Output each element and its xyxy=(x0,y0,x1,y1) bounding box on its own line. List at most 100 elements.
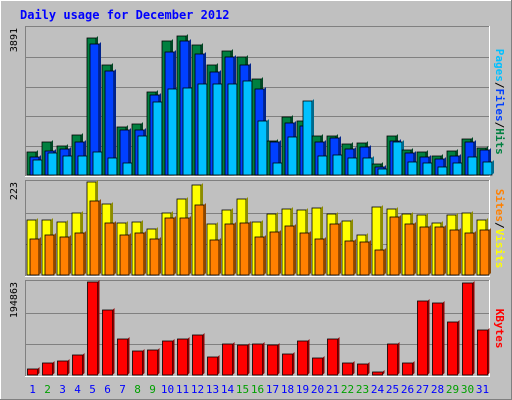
bar-visits-sites-day-1 xyxy=(29,237,41,276)
bar-kbytes-kbytes-day-1 xyxy=(27,367,40,376)
bar-kbytes-kbytes-day-27-side xyxy=(427,299,430,375)
bar-kbytes-kbytes-day-7-fill xyxy=(117,338,128,376)
legend-item-3: / xyxy=(493,122,506,129)
bar-kbytes-kbytes-day-28 xyxy=(432,301,445,376)
bar-visits-sites-day-21 xyxy=(329,222,341,276)
bar-kbytes-kbytes-day-20 xyxy=(312,356,325,376)
bar-requests-pages-day-11-fill xyxy=(182,87,193,176)
bar-visits-sites-day-4-side xyxy=(84,231,86,275)
x-tick-label: 1 xyxy=(29,383,36,396)
bar-kbytes-kbytes-day-15 xyxy=(237,343,250,376)
bar-requests-pages-day-16-fill xyxy=(257,120,268,176)
bar-kbytes-kbytes-day-8 xyxy=(132,349,145,376)
bar-kbytes-kbytes-day-22 xyxy=(342,361,355,376)
bar-kbytes-kbytes-day-5 xyxy=(87,280,100,376)
bar-kbytes-kbytes-day-20-side xyxy=(322,356,325,375)
bar-visits-sites-day-17-side xyxy=(279,230,281,275)
bar-visits-sites-day-30-fill xyxy=(464,232,475,276)
bar-kbytes-kbytes-day-13-fill xyxy=(207,356,218,376)
x-axis-labels: 1 2 3 4 5 6 7 8 9 10 11 12 13 14 15 16 17 18 19 20 21 22 23 24 2… xyxy=(29,383,489,396)
bar-kbytes-kbytes-day-28-fill xyxy=(432,302,443,376)
panel-kbytes-legend: KBytes xyxy=(493,309,506,349)
bar-requests-pages-day-14-fill xyxy=(227,83,238,176)
bar-visits-sites-day-11-side xyxy=(189,216,191,275)
x-tick-label: 8 xyxy=(134,383,141,396)
panel-requests-max-label: 3891 xyxy=(9,28,20,52)
bar-kbytes-kbytes-day-24 xyxy=(372,370,385,376)
bar-kbytes-kbytes-day-30-fill xyxy=(462,282,473,376)
bar-visits-sites-day-23-fill xyxy=(359,241,370,276)
bar-kbytes-kbytes-day-4 xyxy=(72,353,85,376)
bar-visits-sites-day-27 xyxy=(419,225,431,276)
bar-kbytes-kbytes-day-27-fill xyxy=(417,300,428,376)
bar-visits-sites-day-19-side xyxy=(309,231,311,275)
bar-kbytes-kbytes-day-29-side xyxy=(457,320,460,375)
bar-kbytes-kbytes-day-1-side xyxy=(37,367,40,375)
bar-kbytes-kbytes-day-23-fill xyxy=(357,363,368,376)
bar-visits-sites-day-12 xyxy=(194,203,206,276)
bar-kbytes-kbytes-day-9-side xyxy=(157,348,160,375)
bar-visits-sites-day-28-side xyxy=(444,225,446,275)
bar-kbytes-kbytes-day-30 xyxy=(462,281,475,376)
bar-requests-pages-day-8-fill xyxy=(137,135,148,176)
bar-visits-sites-day-11 xyxy=(179,216,191,276)
bar-kbytes-kbytes-day-7 xyxy=(117,337,130,376)
bar-visits-sites-day-27-fill xyxy=(419,226,430,276)
bar-kbytes-kbytes-day-2-fill xyxy=(42,362,53,376)
bar-visits-sites-day-22-side xyxy=(354,239,356,275)
panel-kbytes: 194863 KBytes xyxy=(9,280,506,377)
bar-visits-sites-day-16-side xyxy=(264,235,266,275)
bar-requests-pages-day-12-fill xyxy=(197,83,208,176)
bar-kbytes-kbytes-day-3 xyxy=(57,359,70,376)
bar-kbytes-kbytes-day-10-fill xyxy=(162,340,173,376)
bar-visits-sites-day-2-side xyxy=(54,233,56,275)
bar-visits-sites-day-14-side xyxy=(234,222,236,275)
bar-kbytes-kbytes-day-8-side xyxy=(142,349,145,375)
bar-visits-sites-day-12-side xyxy=(204,203,206,275)
bar-kbytes-kbytes-day-14-fill xyxy=(222,343,233,376)
bar-kbytes-kbytes-day-25-fill xyxy=(387,343,398,376)
chart-panels: 3891 Pages/Files/Hits 223 Sites / Visits 19486… xyxy=(9,26,506,377)
bar-kbytes-kbytes-day-8-fill xyxy=(132,350,143,376)
bar-visits-sites-day-9 xyxy=(149,237,161,276)
bar-visits-sites-day-13-side xyxy=(219,238,221,275)
bar-kbytes-kbytes-day-16-side xyxy=(262,342,265,375)
bar-requests-pages-day-25-fill xyxy=(392,141,403,176)
bar-visits-sites-day-7-side xyxy=(129,233,131,275)
bar-visits-sites-day-8-side xyxy=(144,231,146,275)
bar-kbytes-kbytes-day-12 xyxy=(192,333,205,376)
bar-kbytes-kbytes-day-1-fill xyxy=(27,368,38,376)
x-tick-label: 7 xyxy=(119,383,126,396)
bar-kbytes-kbytes-day-27 xyxy=(417,299,430,376)
bar-kbytes-kbytes-day-12-fill xyxy=(192,334,203,376)
bar-visits-sites-day-18-side xyxy=(294,224,296,275)
bar-visits-sites-day-9-side xyxy=(159,237,161,275)
bar-kbytes-kbytes-day-11 xyxy=(177,337,190,376)
bar-kbytes-kbytes-day-29 xyxy=(447,320,460,376)
bar-requests-pages-day-21-fill xyxy=(332,154,343,176)
bar-visits-sites-day-14 xyxy=(224,222,236,276)
bar-kbytes-kbytes-day-7-side xyxy=(127,337,130,375)
bar-visits-sites-day-1-side xyxy=(39,237,41,275)
legend-item-2: Visits xyxy=(493,229,506,269)
legend-item-0: Sites xyxy=(493,189,506,222)
bar-kbytes-kbytes-day-19 xyxy=(297,339,310,376)
x-tick-label: 28 xyxy=(431,383,444,396)
bar-visits-sites-day-11-fill xyxy=(179,217,190,276)
bar-requests-pages-day-31-fill xyxy=(482,161,493,176)
bar-visits-sites-day-13 xyxy=(209,238,221,276)
bar-visits-sites-day-16-fill xyxy=(254,236,265,276)
bar-kbytes-kbytes-day-26-fill xyxy=(402,362,413,376)
bar-visits-sites-day-25-fill xyxy=(389,216,400,276)
bar-requests-pages-day-27-fill xyxy=(422,162,433,176)
bar-requests-pages-day-5-fill xyxy=(92,151,103,176)
bar-visits-sites-day-26-fill xyxy=(404,223,415,276)
bar-kbytes-kbytes-day-2-side xyxy=(52,361,55,375)
x-tick-label: 17 xyxy=(266,383,279,396)
bar-requests-pages-day-31 xyxy=(482,160,494,176)
x-tick-label: 2 xyxy=(44,383,51,396)
bar-kbytes-kbytes-day-11-side xyxy=(187,337,190,375)
bar-visits-sites-day-7 xyxy=(119,233,131,276)
panel-visits-max-label: 223 xyxy=(9,182,20,200)
panel-requests-legend: Pages/Files/Hits xyxy=(493,49,506,155)
